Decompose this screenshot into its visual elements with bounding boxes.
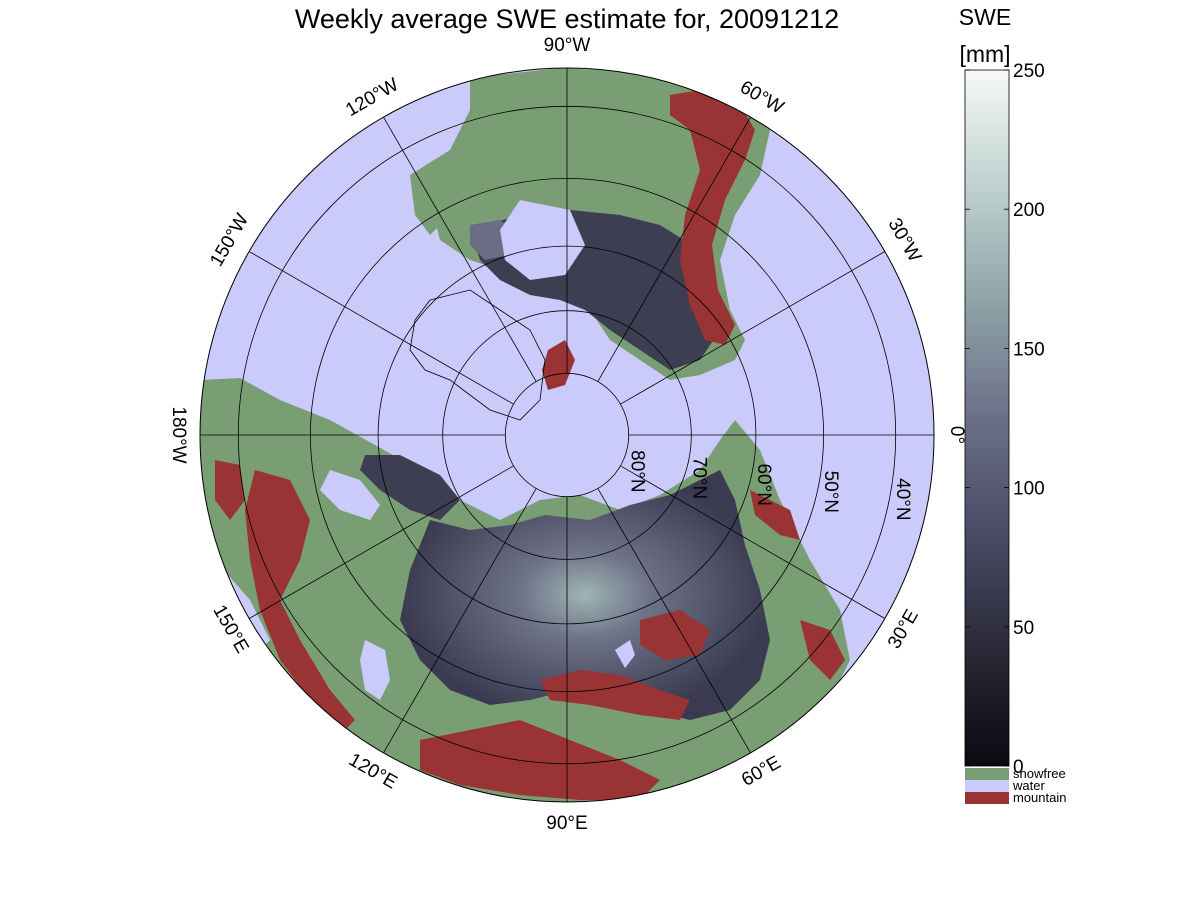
meridian-line — [620, 251, 886, 405]
baikal-lake — [615, 640, 635, 668]
colorbar-tick-label: 150 — [1013, 339, 1045, 360]
colorbar-tick-label: 200 — [1013, 200, 1045, 221]
colorbar: SWE [mm] 0 50 100 150 200 250 snowfreewatermo… — [959, 4, 1067, 805]
himalaya-mountains — [540, 670, 690, 720]
colorbar-tick-label: 0 — [1013, 757, 1024, 778]
colorbar-heading-line1: SWE — [959, 4, 1011, 30]
figure-title: Weekly average SWE estimate for, 2009121… — [295, 4, 839, 34]
caucasus-mountains — [215, 460, 245, 520]
latitude-label: 70°N — [689, 457, 710, 499]
meridian-line — [383, 116, 537, 382]
legend-label: snowfree — [1013, 766, 1066, 781]
meridian-line — [383, 488, 537, 754]
legend-swatch — [965, 780, 1009, 792]
meridian-line — [248, 251, 514, 405]
baltic-sea — [320, 470, 380, 520]
longitude-label: 180°W — [168, 406, 189, 463]
meridian-line — [597, 488, 751, 754]
central-asia-mountains — [420, 720, 660, 800]
kamchatka-mountains — [800, 620, 845, 680]
eastern-canada-landmass — [410, 150, 470, 235]
arctic-ocean-cut — [500, 380, 710, 470]
polar-map — [199, 67, 935, 803]
map-border — [199, 67, 935, 803]
meridian-line — [620, 465, 886, 619]
legend-label: water — [1012, 778, 1045, 793]
latitude-labels: 80°N 70°N 60°N 50°N 40°N — [626, 450, 913, 520]
east-asia-mountains — [750, 490, 800, 540]
longitude-label: 90°E — [546, 813, 587, 834]
colorbar-tick-label: 50 — [1013, 618, 1034, 639]
caspian-sea — [360, 640, 390, 700]
longitude-label: 30°E — [884, 606, 923, 652]
colorbar-ticks: 0 50 100 150 200 250 — [965, 61, 1045, 778]
hudson-bay — [500, 200, 585, 280]
greenland-outline — [409, 289, 546, 421]
latitude-label: 80°N — [626, 450, 647, 492]
longitude-label: 30°W — [884, 215, 926, 266]
legend-swatch — [965, 768, 1009, 780]
longitude-label: 0° — [946, 426, 967, 444]
meridian-line — [248, 465, 514, 619]
colorbar-gradient — [964, 69, 1010, 767]
longitude-label: 90°W — [544, 35, 591, 56]
colorbar-tick-label: 100 — [1013, 479, 1045, 500]
longitude-label: 60°E — [738, 752, 784, 791]
latitude-label: 50°N — [820, 471, 841, 513]
europe-snow — [360, 455, 460, 520]
rockies-mountains — [670, 90, 755, 345]
siberia-mountains — [640, 610, 710, 660]
latitude-label: 60°N — [753, 463, 774, 505]
landmasses — [200, 68, 850, 802]
legend-label: mountain — [1013, 790, 1066, 805]
europe-mountains — [245, 470, 355, 735]
colorbar-heading-line2: [mm] — [959, 41, 1010, 67]
graticule — [200, 68, 934, 802]
latitude-label: 40°N — [892, 478, 913, 520]
legend-swatch — [965, 792, 1009, 804]
meridian-line — [597, 116, 751, 382]
longitude-label: 60°W — [736, 77, 787, 119]
colorbar-tick-label: 250 — [1013, 61, 1045, 82]
